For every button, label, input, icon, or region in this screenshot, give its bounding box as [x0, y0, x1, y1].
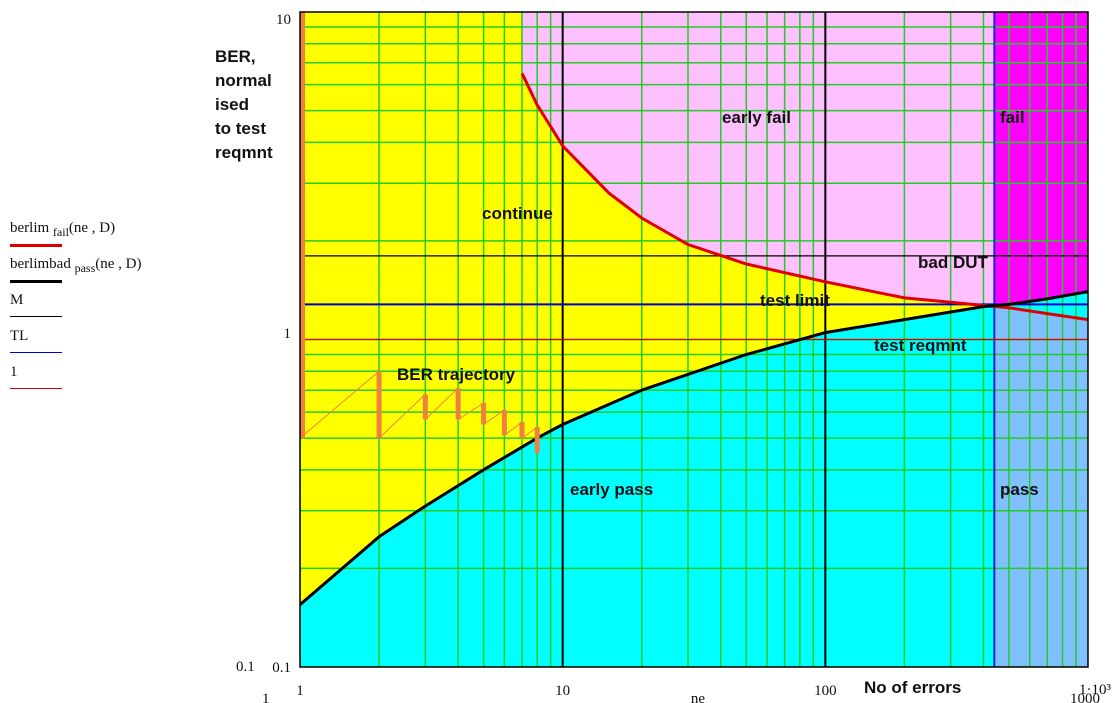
annotation-early-pass: early pass	[570, 480, 653, 499]
y-axis-label-line: BER,	[215, 47, 256, 66]
annotation-test-limit: test limit	[760, 291, 830, 310]
legend-swatch	[10, 244, 62, 247]
pass-limit-curve	[300, 290, 1088, 606]
y-tick-label: 1	[284, 326, 292, 342]
y-tick-label: 0.1	[272, 660, 291, 676]
annotation-early-fail: early fail	[722, 108, 791, 127]
y-axis-label-line: ised	[215, 95, 249, 114]
x-range-variable: ne	[691, 691, 706, 703]
chart-curves	[300, 12, 1088, 606]
legend-label: berlimbad pass(ne , D)	[10, 256, 142, 275]
annotation-bad-dut: bad DUT	[918, 253, 989, 272]
legend-item-one: 1	[10, 364, 250, 400]
legend: berlim fail(ne , D) berlimbad pass(ne , …	[10, 220, 250, 400]
region-pass	[994, 305, 1088, 667]
legend-swatch	[10, 352, 62, 353]
annotation-pass: pass	[1000, 480, 1039, 499]
y-axis-label-line: to test	[215, 119, 266, 138]
x-range-right: 1000	[1070, 691, 1100, 703]
y-tick-label: 10	[276, 12, 291, 28]
x-tick-label: 1	[296, 683, 304, 699]
legend-item-berlimbad-pass: berlimbad pass(ne , D)	[10, 256, 250, 292]
annotation-fail: fail	[1000, 108, 1025, 127]
plot-frame	[299, 11, 1089, 668]
fail-limit-curve	[520, 72, 1088, 322]
legend-label: M	[10, 292, 24, 308]
region-early-fail	[522, 12, 1088, 320]
legend-swatch	[10, 316, 62, 317]
region-early-pass	[300, 291, 1088, 667]
x-range-left: 1	[262, 691, 270, 703]
y-axis-label-line: normal	[215, 71, 272, 90]
x-axis-end-label: 1·10³	[1079, 682, 1111, 698]
annotation-test-reqmnt: test reqmnt	[874, 336, 967, 355]
x-tick-label: 100	[814, 683, 837, 699]
legend-item-tl: TL	[10, 328, 250, 364]
annotation-continue: continue	[482, 204, 553, 223]
legend-swatch	[10, 388, 62, 389]
legend-item-berlim-fail: berlim fail(ne , D)	[10, 220, 250, 256]
legend-label: TL	[10, 328, 29, 344]
chart-texts: 10 1 0.1 0.1 1 10 100 1·10³ No of errors 1 ne 1000 B…	[215, 11, 1111, 703]
y-min-label: 0.1	[236, 659, 255, 675]
legend-label: 1	[10, 364, 18, 380]
x-axis-label: No of errors	[864, 678, 961, 697]
y-axis-label-line: reqmnt	[215, 143, 273, 162]
annotation-ber-trajectory: BER trajectory	[397, 365, 516, 384]
legend-swatch	[10, 280, 62, 283]
x-tick-label: 10	[555, 683, 570, 699]
legend-label: berlim fail(ne , D)	[10, 220, 116, 239]
legend-item-m: M	[10, 292, 250, 328]
